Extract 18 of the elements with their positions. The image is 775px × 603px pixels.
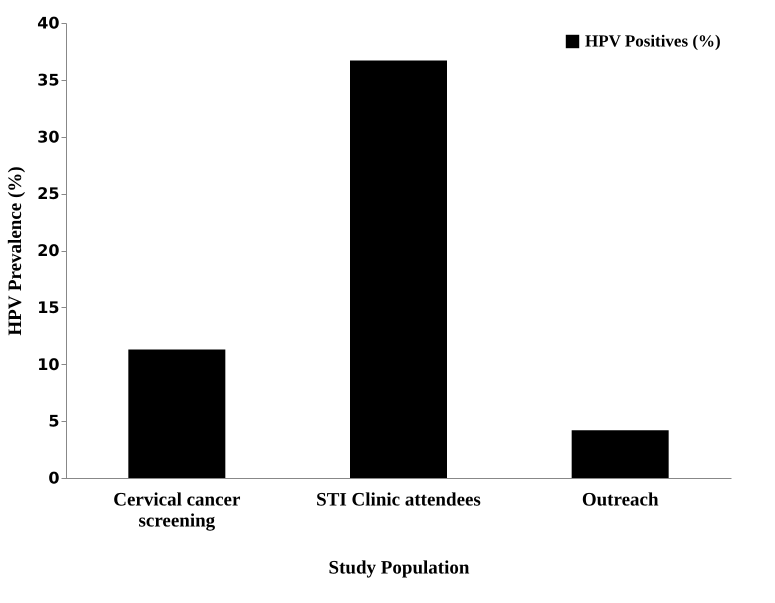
x-tick-label: Cervical cancer screening: [113, 490, 241, 532]
bar: [128, 349, 226, 478]
x-axis-title: Study Population: [328, 558, 470, 578]
y-tick-label: 25: [37, 184, 60, 204]
y-tick-label: 40: [37, 14, 60, 32]
y-tick-label: 35: [37, 70, 60, 90]
y-tick-label: 10: [37, 354, 60, 374]
legend-label: HPV Positives (%): [585, 32, 721, 50]
x-tick-label: Outreach: [582, 490, 659, 510]
x-tick-label: STI Clinic attendees: [316, 490, 481, 510]
y-axis-title: HPV Prevalence (%): [5, 166, 26, 336]
y-tick-label: 0: [48, 468, 60, 488]
y-tick-label: 5: [48, 412, 60, 431]
y-tick-label: 30: [37, 127, 60, 146]
bar: [572, 430, 669, 478]
y-tick-label: 20: [37, 241, 60, 260]
y-tick-label: 15: [37, 298, 60, 317]
bar: [350, 60, 447, 478]
